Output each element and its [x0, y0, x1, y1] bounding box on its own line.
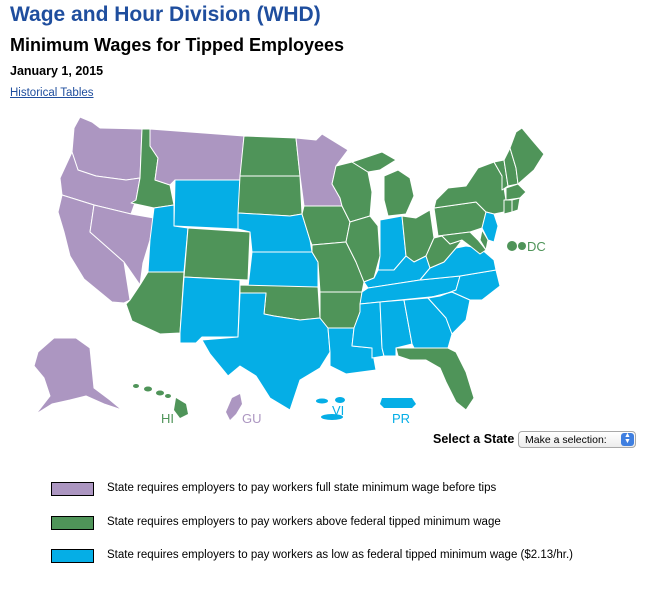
state-wa[interactable] [71, 116, 143, 181]
select-arrows-icon: ▲ ▼ [621, 432, 634, 446]
effective-date: January 1, 2015 [10, 64, 104, 78]
state-hi[interactable] [133, 384, 188, 418]
state-fl[interactable] [395, 347, 475, 411]
territory-pr[interactable] [380, 398, 416, 408]
legend-text-full-wage: State requires employers to pay workers … [107, 482, 497, 494]
state-sd[interactable] [237, 175, 303, 217]
dc-label: DC [527, 239, 546, 254]
us-state-map: DC HI GU VI PR [33, 116, 546, 426]
state-az[interactable] [125, 271, 185, 335]
state-co[interactable] [183, 227, 251, 281]
state-md[interactable] [437, 231, 487, 255]
legend-swatch-full-wage [51, 482, 94, 496]
state-me[interactable] [509, 127, 545, 185]
state-nc[interactable] [427, 269, 501, 301]
state-dc[interactable] [507, 241, 517, 251]
legend-swatch-federal [51, 549, 94, 563]
state-mi[interactable] [351, 151, 415, 217]
page-title: Minimum Wages for Tipped Employees [10, 35, 345, 55]
state-ma[interactable] [505, 183, 527, 201]
state-nd[interactable] [239, 135, 301, 177]
state-wy[interactable] [173, 179, 241, 230]
state-tx[interactable] [201, 292, 331, 411]
territory-gu[interactable] [226, 394, 242, 420]
state-mt[interactable] [149, 128, 245, 186]
state-vt[interactable] [493, 159, 509, 191]
gu-label: GU [242, 411, 262, 426]
legend-text-federal: State requires employers to pay workers … [107, 549, 573, 561]
state-nv[interactable] [89, 204, 155, 286]
state-ri[interactable] [511, 197, 521, 213]
vi-label: VI [332, 403, 344, 418]
state-select[interactable]: Make a selection: ▲ ▼ [518, 431, 636, 448]
state-select-value: Make a selection: [525, 434, 607, 446]
state-ct[interactable] [503, 199, 513, 215]
legend-swatch-above-federal [51, 516, 94, 530]
legend-text-above-federal: State requires employers to pay workers … [107, 516, 501, 528]
select-state-label: Select a State [433, 432, 515, 446]
agency-heading: Wage and Hour Division (WHD) [10, 3, 321, 26]
pr-label: PR [392, 411, 410, 426]
state-ks[interactable] [247, 251, 319, 288]
hi-label: HI [161, 411, 174, 426]
territory-vi[interactable] [316, 397, 345, 420]
state-nj[interactable] [481, 211, 499, 243]
state-ak[interactable] [33, 337, 123, 415]
dc-dot-secondary [518, 242, 526, 250]
state-nm[interactable] [179, 276, 241, 344]
historical-tables-link[interactable]: Historical Tables [10, 87, 94, 99]
